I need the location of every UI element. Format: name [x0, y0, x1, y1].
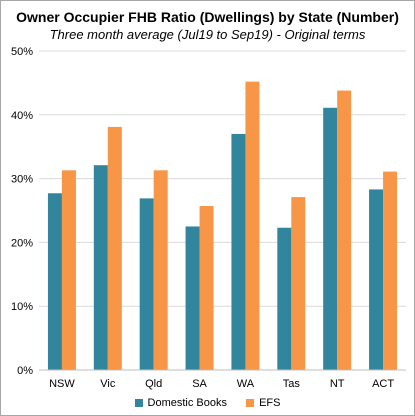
bar: [291, 197, 306, 370]
chart-title: Owner Occupier FHB Ratio (Dwellings) by …: [16, 9, 399, 25]
bar: [199, 206, 214, 370]
x-tick-label: Vic: [100, 378, 116, 390]
bar: [337, 90, 352, 370]
bar: [61, 170, 76, 370]
y-tick-label: 10%: [11, 301, 33, 313]
x-tick-label: NSW: [49, 378, 75, 390]
x-tick-label: WA: [237, 378, 255, 390]
bar: [153, 170, 168, 370]
x-tick-label: NT: [330, 378, 345, 390]
legend: Domestic Books EFS: [1, 397, 414, 410]
y-tick-label: 30%: [11, 174, 33, 186]
bar: [47, 193, 62, 370]
bar: [323, 107, 338, 371]
y-tick-label: 40%: [11, 110, 33, 122]
legend-swatch-efs: [246, 399, 255, 407]
y-tick-label: 50%: [11, 46, 33, 58]
chart-subtitle: Three month average (Jul19 to Sep19) - O…: [49, 27, 366, 42]
x-tick-label: SA: [192, 378, 207, 390]
legend-item-domestic-books: Domestic Books: [134, 397, 227, 409]
bar: [107, 126, 122, 370]
bar: [93, 165, 108, 370]
y-tick-label: 20%: [11, 237, 33, 249]
bar: [369, 189, 384, 370]
bar: [139, 198, 154, 370]
legend-item-efs: EFS: [246, 397, 280, 409]
bar: [383, 171, 398, 370]
legend-label-efs: EFS: [259, 397, 281, 409]
x-tick-label: ACT: [372, 378, 394, 390]
bar: [185, 226, 200, 370]
bar: [245, 81, 260, 371]
x-tick-label: Qld: [145, 378, 162, 390]
y-tick-label: 0%: [17, 365, 33, 377]
legend-label-domestic-books: Domestic Books: [147, 397, 227, 409]
x-tick-label: Tas: [283, 378, 301, 390]
legend-swatch-domestic-books: [134, 399, 143, 407]
bar: [231, 133, 246, 370]
bar: [277, 227, 292, 370]
